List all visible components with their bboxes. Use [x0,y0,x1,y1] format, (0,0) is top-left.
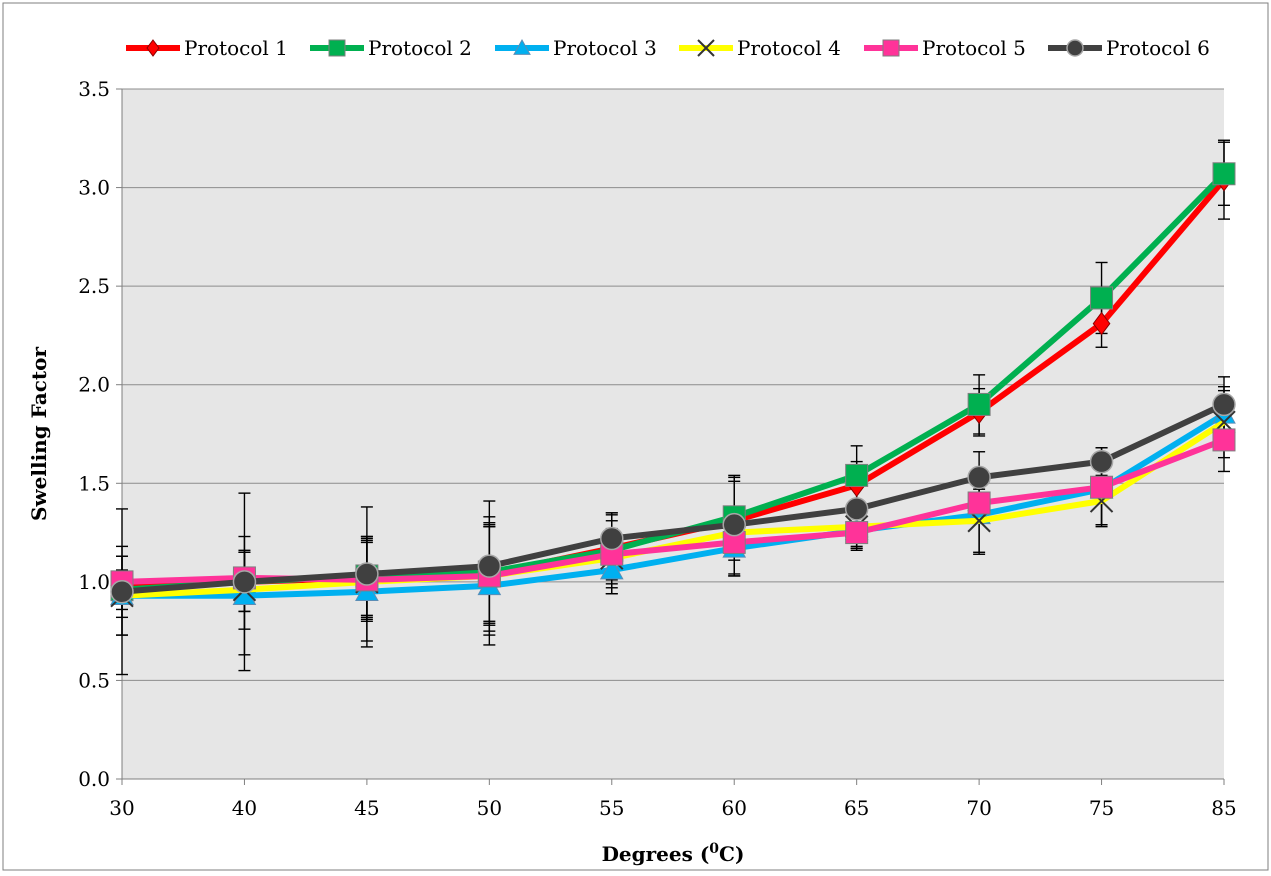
data-point [845,521,869,545]
y-tick-label: 2.0 [78,373,110,397]
x-axis-title-superscript: 0 [709,841,719,857]
data-point [967,491,991,515]
y-tick-label: 0.5 [78,668,110,692]
data-point [1212,162,1236,186]
data-point-stroke [697,39,715,57]
axes: 0.0 0.5 1.0 1.5 2.0 2.5 3.0 3.5 30 40 45 50 55 60 65 70… [78,77,1237,820]
x-tick-label: 30 [109,796,134,820]
data-point [328,39,346,57]
x-tick-label: 60 [721,796,746,820]
data-point [1090,475,1114,499]
legend-label: Protocol 6 [1106,36,1210,60]
data-point [1089,449,1114,474]
legend-item: Protocol 5 [864,36,1026,60]
x-axis-title-main: Degrees ( [602,842,710,866]
data-point [1066,39,1084,57]
y-tick-label: 2.5 [78,274,110,298]
y-tick-label: 0.0 [78,767,110,791]
legend-label: Protocol 3 [553,36,657,60]
y-axis-title: Swelling Factor [27,347,51,521]
x-tick-label: 85 [1211,796,1236,820]
x-tick-label: 55 [599,796,624,820]
x-tick-label: 50 [477,796,502,820]
data-point [882,39,900,57]
data-point [477,554,502,578]
y-tick-label: 3.0 [78,176,110,200]
data-point [845,463,869,487]
x-axis-title: Degrees (0C) [602,841,745,866]
data-point [110,579,134,604]
data-point [599,557,624,580]
legend-item: Protocol 3 [495,36,657,60]
legend-item: Protocol 4 [679,36,841,60]
data-point [146,39,160,57]
x-axis-title-suffix: C) [719,842,744,866]
legend-item: Protocol 6 [1048,36,1210,60]
data-point [355,562,379,586]
x-tick-label: 70 [966,796,991,820]
data-point [722,512,746,537]
x-tick-label: 75 [1089,796,1114,820]
y-tick-label: 1.0 [78,570,110,594]
legend-label: Protocol 5 [922,36,1026,60]
legend-item: Protocol 2 [310,36,472,60]
legend-label: Protocol 4 [737,36,841,60]
plot-area [122,89,1224,779]
x-tick-label: 45 [354,796,379,820]
data-point [1090,286,1114,310]
series-markers [110,392,1236,604]
data-point [844,497,869,521]
data-point [697,39,715,57]
x-tick-label: 65 [844,796,869,820]
legend-item: Protocol 1 [126,36,288,60]
data-point [1212,428,1236,452]
data-point [1212,392,1236,417]
data-point [967,392,991,416]
y-tick-label: 1.5 [78,471,110,495]
series-line [122,411,1226,599]
data-point [232,570,257,594]
series-protocol-6 [110,392,1236,604]
y-tick-label: 3.5 [78,77,110,101]
data-point [967,465,991,490]
data-point [1092,311,1111,336]
legend: Protocol 1 Protocol 2 Protocol 3 Protocol 4… [126,36,1210,60]
series [110,162,1236,608]
legend-label: Protocol 2 [368,36,472,60]
series-line [121,401,1226,595]
legend-label: Protocol 1 [184,36,288,60]
data-point [600,526,624,551]
x-tick-label: 40 [232,796,257,820]
data-point [513,38,531,55]
